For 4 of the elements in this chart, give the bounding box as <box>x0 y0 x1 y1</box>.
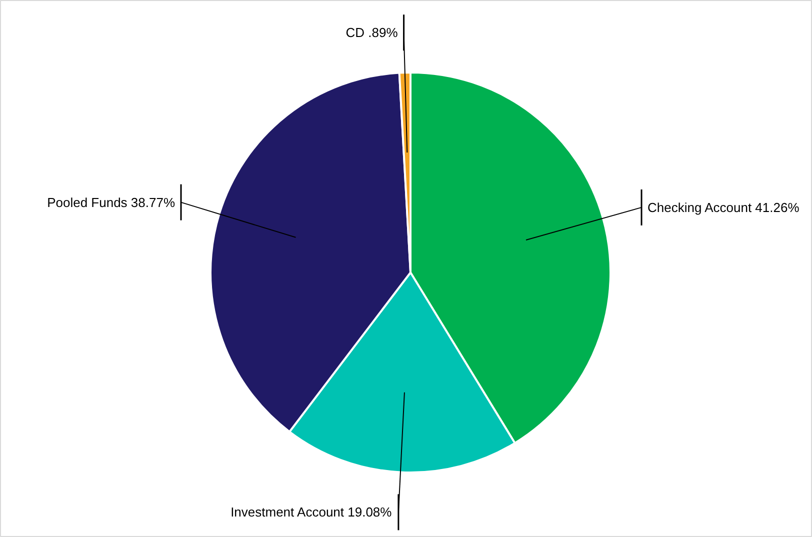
slice-label: Pooled Funds 38.77% <box>47 194 176 210</box>
slice-label: Checking Account 41.26% <box>648 200 800 215</box>
slice-label: Investment Account 19.08% <box>230 504 392 520</box>
slice-label: CD .89% <box>346 25 398 40</box>
